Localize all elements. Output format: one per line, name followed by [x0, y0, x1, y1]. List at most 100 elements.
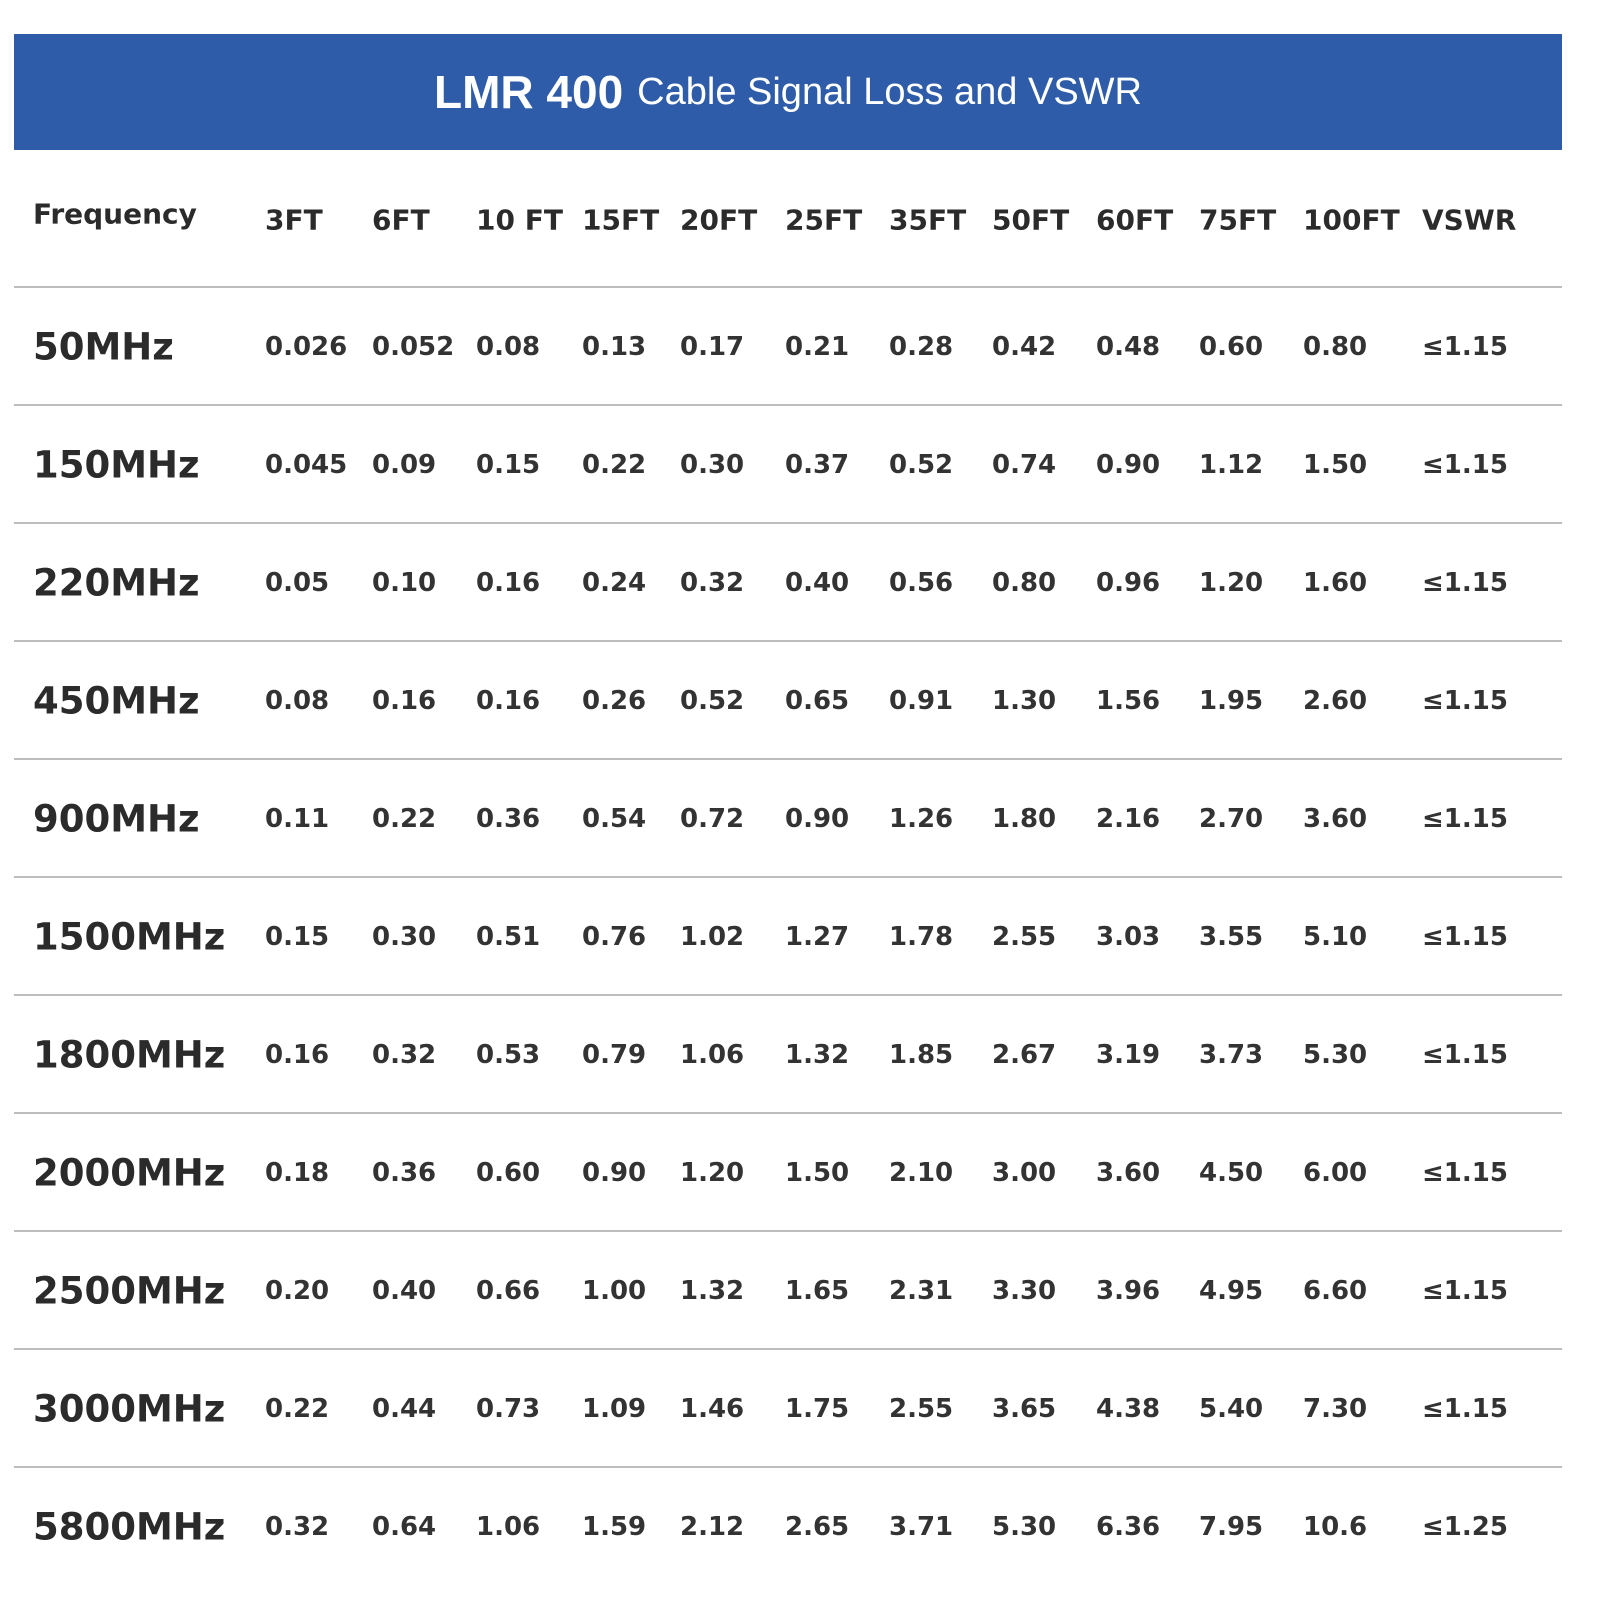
loss-value: 1.60 — [1303, 568, 1368, 598]
loss-value: 5.40 — [1199, 1394, 1264, 1424]
loss-value: 1.32 — [785, 1040, 850, 1070]
loss-value: 0.052 — [372, 332, 455, 362]
loss-value: ≤1.25 — [1422, 1512, 1508, 1542]
loss-value: 2.55 — [992, 922, 1057, 952]
loss-value: 4.38 — [1096, 1394, 1161, 1424]
loss-value: 0.40 — [372, 1276, 437, 1306]
loss-value: 1.59 — [582, 1512, 647, 1542]
loss-value: 1.02 — [680, 922, 745, 952]
loss-value: 0.16 — [476, 686, 541, 716]
frequency-label: 1500MHz — [33, 915, 226, 959]
loss-value: 0.42 — [992, 332, 1057, 362]
loss-value: 7.30 — [1303, 1394, 1368, 1424]
column-header: 10 FT — [476, 203, 563, 237]
loss-value: 0.05 — [265, 568, 330, 598]
loss-value: 0.15 — [265, 922, 330, 952]
title-banner: LMR 400 Cable Signal Loss and VSWR — [14, 34, 1562, 150]
loss-value: 0.36 — [476, 804, 541, 834]
loss-value: 0.28 — [889, 332, 954, 362]
frequency-label: 220MHz — [33, 561, 200, 605]
loss-value: 0.90 — [785, 804, 850, 834]
column-header: 6FT — [372, 203, 430, 237]
loss-value: 0.15 — [476, 450, 541, 480]
row-separator — [14, 1348, 1562, 1350]
loss-value: 0.30 — [680, 450, 745, 480]
loss-value: 1.95 — [1199, 686, 1264, 716]
loss-value: 0.90 — [582, 1158, 647, 1188]
loss-value: 0.56 — [889, 568, 954, 598]
loss-value: 0.08 — [265, 686, 330, 716]
loss-value: 1.80 — [992, 804, 1057, 834]
row-separator — [14, 876, 1562, 878]
column-header: 35FT — [889, 203, 967, 237]
loss-value: 2.65 — [785, 1512, 850, 1542]
loss-value: 4.95 — [1199, 1276, 1264, 1306]
loss-value: 0.026 — [265, 332, 348, 362]
loss-value: 1.20 — [680, 1158, 745, 1188]
loss-value: 1.65 — [785, 1276, 850, 1306]
loss-value: 6.60 — [1303, 1276, 1368, 1306]
loss-value: 0.13 — [582, 332, 647, 362]
loss-value: 0.24 — [582, 568, 647, 598]
loss-value: 0.22 — [582, 450, 647, 480]
loss-value: 1.50 — [785, 1158, 850, 1188]
frequency-label: 2000MHz — [33, 1151, 226, 1195]
loss-value: 0.79 — [582, 1040, 647, 1070]
row-separator — [14, 286, 1562, 288]
loss-value: 0.16 — [265, 1040, 330, 1070]
loss-value: 0.16 — [372, 686, 437, 716]
loss-value: 2.60 — [1303, 686, 1368, 716]
loss-value: ≤1.15 — [1422, 1040, 1508, 1070]
loss-value: 0.11 — [265, 804, 330, 834]
loss-value: 1.75 — [785, 1394, 850, 1424]
loss-value: ≤1.15 — [1422, 1276, 1508, 1306]
loss-value: 6.00 — [1303, 1158, 1368, 1188]
loss-value: 0.91 — [889, 686, 954, 716]
loss-value: ≤1.15 — [1422, 1158, 1508, 1188]
loss-value: 5.10 — [1303, 922, 1368, 952]
loss-value: ≤1.15 — [1422, 686, 1508, 716]
row-separator — [14, 1466, 1562, 1468]
loss-value: 0.73 — [476, 1394, 541, 1424]
loss-value: 0.44 — [372, 1394, 437, 1424]
row-separator — [14, 1230, 1562, 1232]
loss-value: 1.32 — [680, 1276, 745, 1306]
loss-value: 0.52 — [889, 450, 954, 480]
column-header: 100FT — [1303, 203, 1400, 237]
loss-value: 1.06 — [680, 1040, 745, 1070]
loss-value: 5.30 — [1303, 1040, 1368, 1070]
loss-value: 0.76 — [582, 922, 647, 952]
row-separator — [14, 522, 1562, 524]
loss-value: ≤1.15 — [1422, 450, 1508, 480]
loss-value: 3.00 — [992, 1158, 1057, 1188]
loss-value: 0.80 — [1303, 332, 1368, 362]
frequency-label: 150MHz — [33, 443, 200, 487]
loss-value: 1.85 — [889, 1040, 954, 1070]
loss-value: 1.26 — [889, 804, 954, 834]
title-text: Cable Signal Loss and VSWR — [637, 70, 1142, 113]
loss-value: 0.10 — [372, 568, 437, 598]
loss-value: 0.48 — [1096, 332, 1161, 362]
row-separator — [14, 640, 1562, 642]
loss-value: 3.30 — [992, 1276, 1057, 1306]
loss-value: 3.60 — [1303, 804, 1368, 834]
loss-value: 0.80 — [992, 568, 1057, 598]
loss-value: 2.31 — [889, 1276, 954, 1306]
loss-value: 6.36 — [1096, 1512, 1161, 1542]
loss-value: 0.20 — [265, 1276, 330, 1306]
loss-value: 0.40 — [785, 568, 850, 598]
loss-value: 0.16 — [476, 568, 541, 598]
frequency-label: 450MHz — [33, 679, 200, 723]
loss-value: 3.55 — [1199, 922, 1264, 952]
loss-value: 1.09 — [582, 1394, 647, 1424]
row-separator — [14, 404, 1562, 406]
loss-value: 0.52 — [680, 686, 745, 716]
loss-value: 1.20 — [1199, 568, 1264, 598]
frequency-label: 1800MHz — [33, 1033, 226, 1077]
loss-value: 1.56 — [1096, 686, 1161, 716]
loss-value: 1.50 — [1303, 450, 1368, 480]
loss-value: 0.54 — [582, 804, 647, 834]
loss-value: 0.30 — [372, 922, 437, 952]
loss-value: 1.27 — [785, 922, 850, 952]
